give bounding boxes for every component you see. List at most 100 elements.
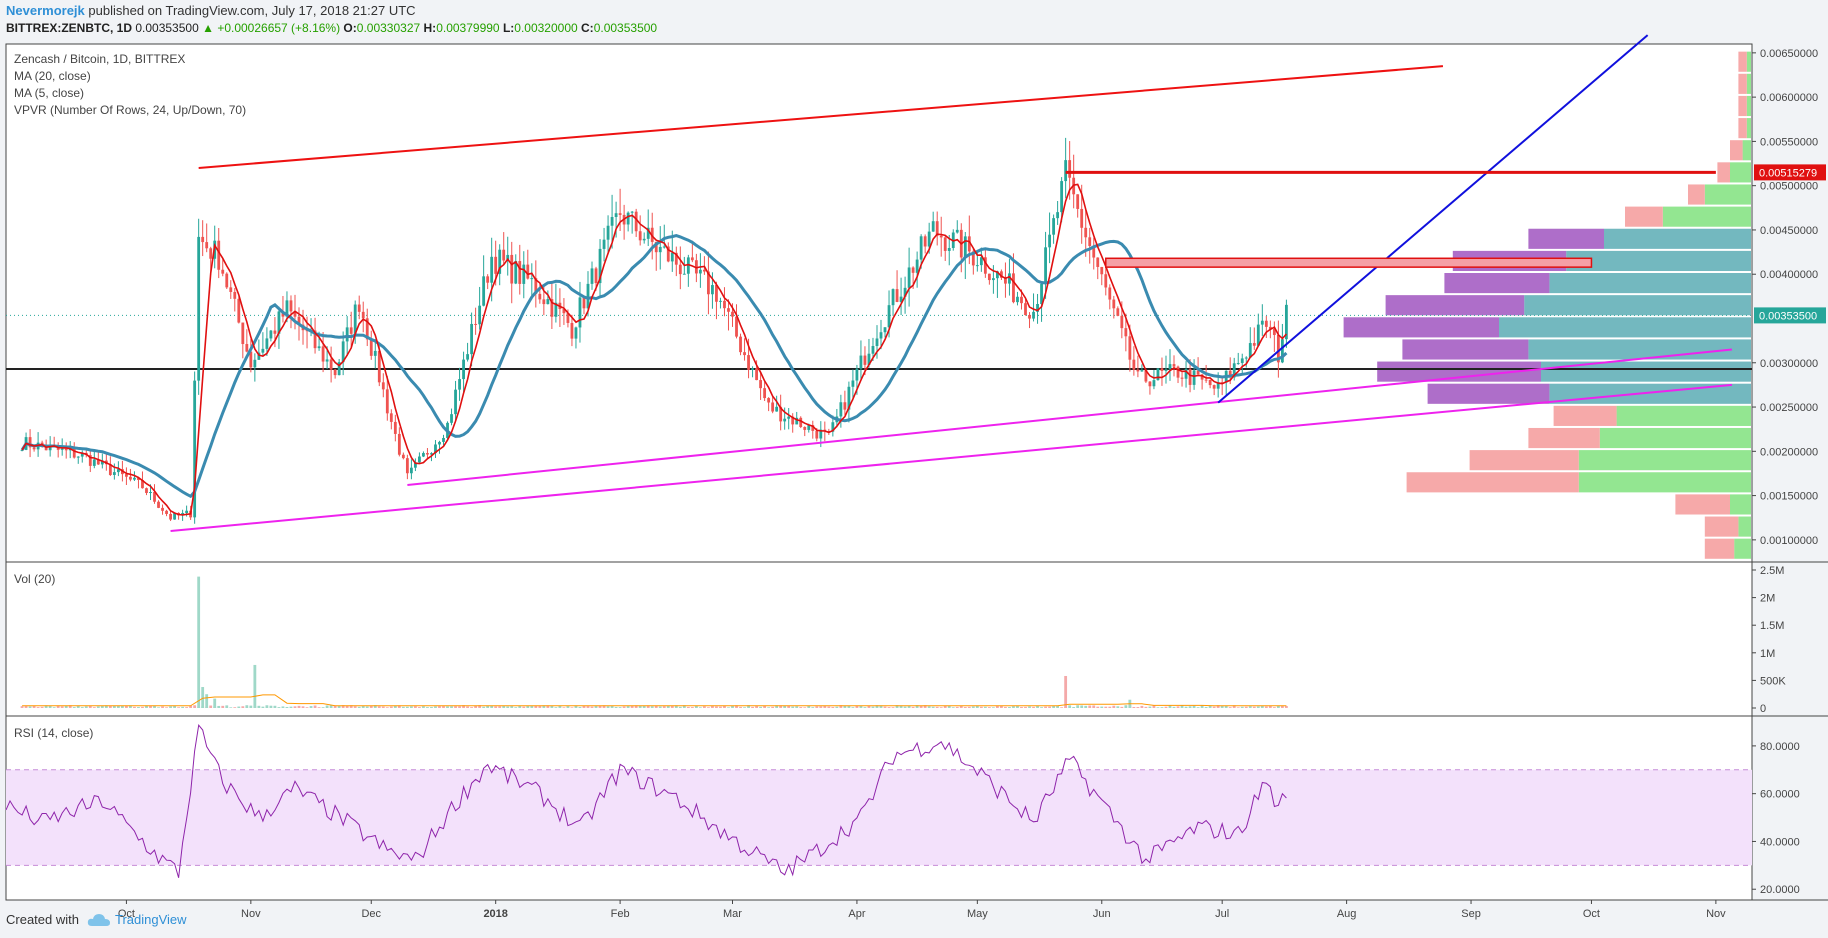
candle-body — [883, 327, 887, 333]
volume-bar — [674, 705, 678, 708]
author-link[interactable]: Nevermorejk — [6, 3, 85, 18]
candle-body — [1048, 234, 1051, 248]
volume-bar — [835, 706, 839, 708]
volume-bar — [329, 705, 333, 708]
volume-bar — [269, 705, 273, 708]
channel-top-line — [198, 65, 1444, 169]
candle-body — [486, 276, 490, 283]
candle-body — [807, 425, 811, 430]
resistance-zone-box — [1105, 257, 1593, 268]
candle-body — [1084, 227, 1088, 238]
time-tick-label: Jul — [1215, 908, 1229, 920]
volume-bar — [405, 706, 409, 708]
vp-bar-up — [1746, 73, 1751, 94]
candle-body — [638, 231, 642, 241]
volume-bar — [301, 706, 305, 708]
candle-body — [1232, 363, 1236, 378]
volume-bar — [161, 706, 164, 708]
candle-body — [401, 454, 405, 459]
volume-bar — [847, 705, 851, 708]
candle-body — [377, 350, 381, 383]
vp-bar-down — [1469, 450, 1579, 471]
volume-bar — [1092, 705, 1096, 708]
volume-bar — [125, 706, 128, 708]
candle-body — [1076, 194, 1080, 209]
candle-body — [1168, 364, 1172, 370]
volume-bar — [257, 705, 261, 708]
candle-body — [606, 225, 610, 240]
candle-body — [1036, 304, 1039, 312]
volume-bar — [1100, 706, 1104, 708]
candle-body — [1228, 370, 1232, 378]
volume-bar — [622, 706, 626, 708]
volume-bar — [863, 707, 867, 708]
candle-body — [1172, 364, 1176, 367]
volume-bar — [157, 707, 160, 708]
candle-body — [562, 309, 566, 314]
vp-bar-down — [1704, 538, 1735, 559]
volume-bar — [1276, 705, 1280, 708]
volume-bar — [1056, 705, 1060, 708]
footer: Created with TradingView — [6, 912, 187, 927]
candle-body — [602, 239, 606, 249]
volume-bar — [458, 706, 461, 708]
candle-body — [514, 261, 518, 284]
volume-bar — [189, 705, 193, 708]
l-value: 0.00320000 — [514, 21, 578, 35]
volume-bar — [562, 707, 566, 708]
volume-ma-line — [22, 694, 1287, 707]
candle-body — [510, 254, 514, 284]
candle-body — [466, 354, 469, 360]
volume-bar — [1060, 707, 1064, 708]
volume-bar — [1188, 706, 1192, 708]
change-value: +0.00026657 (+8.16%) — [217, 21, 341, 35]
candle-body — [317, 346, 321, 349]
volume-bar — [1020, 706, 1023, 708]
candle-body — [971, 251, 975, 266]
legend-vpvr: VPVR (Number Of Rows, 24, Up/Down, 70) — [14, 103, 247, 117]
volume-bar — [883, 706, 887, 708]
volume-bar — [1232, 705, 1236, 708]
candle-body — [1200, 374, 1204, 380]
candle-body — [329, 359, 333, 370]
volume-bar — [401, 706, 405, 708]
vp-bar-up — [1704, 184, 1751, 205]
candle-body — [1180, 377, 1184, 379]
candle-body — [554, 302, 558, 317]
candle-body — [321, 346, 325, 362]
volume-bar — [209, 705, 213, 708]
candle-body — [1188, 369, 1192, 385]
candle-body — [157, 501, 160, 508]
volume-bar — [1028, 706, 1031, 708]
candle-body — [987, 273, 991, 281]
candle-body — [751, 368, 754, 370]
candle-body — [20, 449, 24, 451]
volume-bar — [506, 706, 510, 708]
volume-bar — [626, 706, 630, 708]
change-indicator: ▲ +0.00026657 (+8.16%) — [202, 21, 341, 35]
legend-title: Zencash / Bitcoin, 1D, BITTREX — [14, 52, 186, 66]
volume-bar — [353, 706, 357, 708]
candle-body — [333, 369, 337, 376]
vp-bar-up — [1604, 228, 1751, 249]
volume-bar — [767, 707, 771, 708]
candle-body — [498, 249, 502, 274]
volume-bar — [827, 706, 831, 708]
candle-body — [690, 257, 694, 261]
volume-spike-bar — [213, 698, 217, 708]
volume-bar — [137, 707, 140, 708]
candle-body — [819, 429, 823, 439]
volume-bar — [771, 706, 775, 708]
candle-body — [201, 236, 205, 243]
candle-body — [426, 453, 429, 455]
volume-bar — [642, 705, 646, 708]
candle-body — [723, 300, 726, 309]
vp-bar-up — [1541, 361, 1751, 382]
volume-bar — [133, 706, 136, 708]
vp-bar-down — [1377, 361, 1541, 382]
candle-body — [1004, 277, 1007, 284]
volume-bar — [719, 706, 722, 708]
volume-bar — [923, 705, 927, 708]
tradingview-link[interactable]: TradingView — [87, 912, 187, 927]
